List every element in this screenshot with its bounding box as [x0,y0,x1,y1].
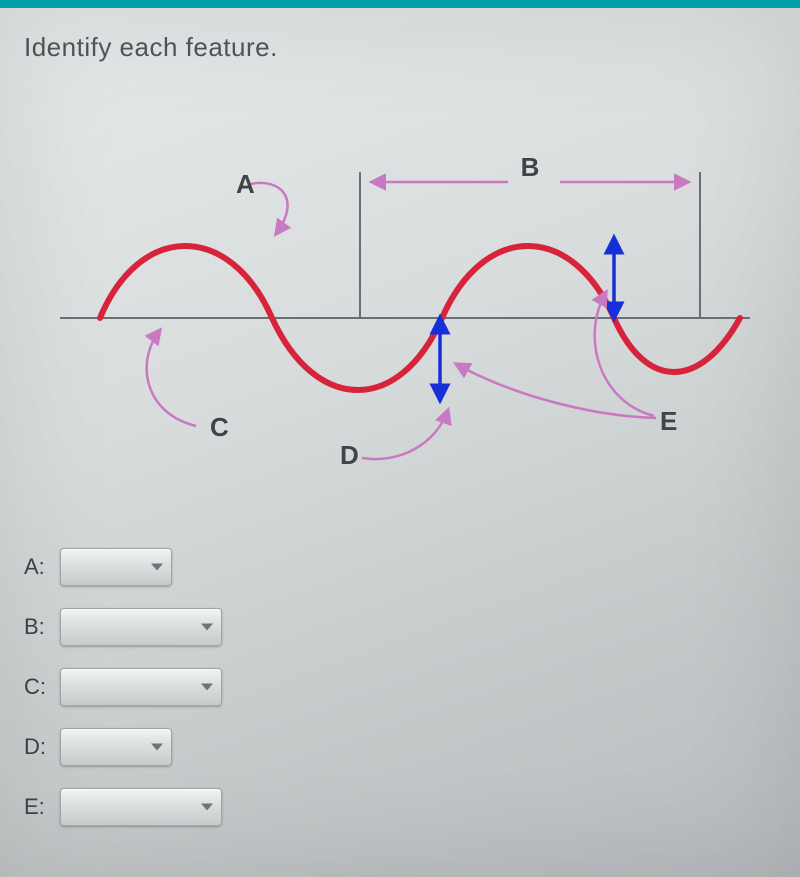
answer-label-B: B: [24,614,60,640]
answer-label-E: E: [24,794,60,820]
answer-row-D: D: [24,728,222,766]
dropdown-A[interactable] [60,548,172,586]
chevron-down-icon [201,684,213,691]
E-pointer-2 [456,364,656,418]
label-A: A [236,169,255,199]
answer-block: A: B: C: D: E: [24,548,222,848]
dropdown-C[interactable] [60,668,222,706]
label-C: C [210,412,229,442]
chevron-down-icon [201,804,213,811]
chevron-down-icon [151,564,163,571]
answer-row-B: B: [24,608,222,646]
worksheet-panel: Identify each feature. [0,8,800,877]
label-E: E [660,406,677,436]
A-pointer [250,183,288,234]
E-pointer-1 [595,292,654,416]
answer-label-C: C: [24,674,60,700]
answer-label-D: D: [24,734,60,760]
answer-label-A: A: [24,554,60,580]
label-B: B [521,152,540,182]
question-prompt: Identify each feature. [24,32,278,63]
label-D: D [340,440,359,470]
answer-row-E: E: [24,788,222,826]
chevron-down-icon [201,624,213,631]
chevron-down-icon [151,744,163,751]
answer-row-A: A: [24,548,222,586]
wave-diagram: A B C D E [40,138,760,498]
C-pointer [147,330,196,426]
dropdown-E[interactable] [60,788,222,826]
answer-row-C: C: [24,668,222,706]
dropdown-D[interactable] [60,728,172,766]
dropdown-B[interactable] [60,608,222,646]
D-pointer [362,410,448,459]
